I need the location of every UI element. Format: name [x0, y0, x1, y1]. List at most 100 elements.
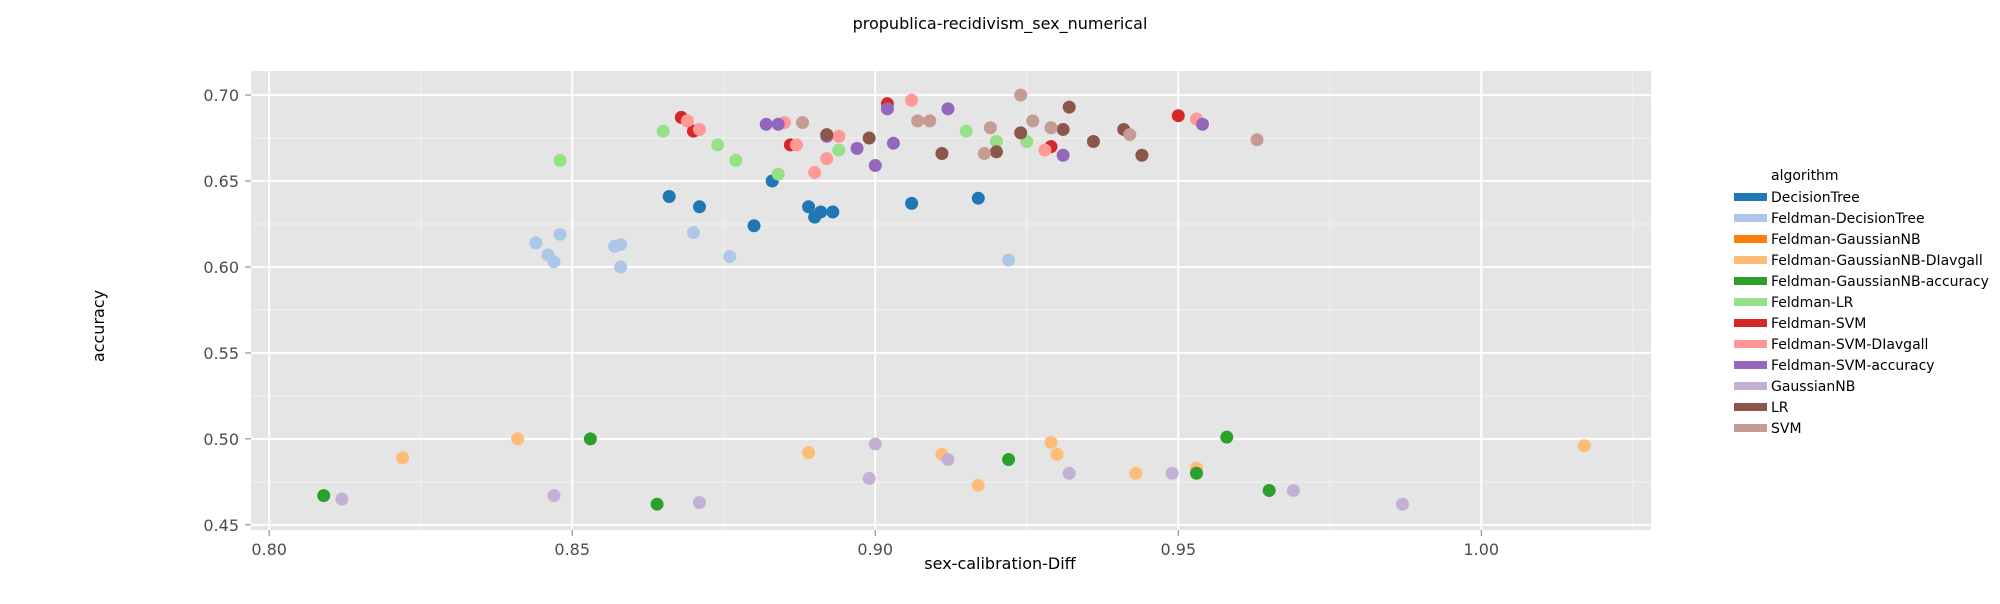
series-feldman-decisiontree	[529, 226, 1016, 274]
data-point	[971, 191, 985, 205]
data-point	[971, 478, 985, 492]
series-svm	[796, 88, 1264, 161]
x-tick-label: 1.00	[1463, 540, 1499, 559]
data-point	[941, 453, 955, 467]
data-point	[1220, 430, 1234, 444]
legend-swatch	[1734, 340, 1767, 348]
data-point	[583, 432, 597, 446]
data-point	[862, 471, 876, 485]
data-point	[614, 238, 628, 252]
legend-label: Feldman-GaussianNB-DIavgall	[1771, 253, 1983, 269]
legend-swatch	[1734, 256, 1767, 264]
y-tick-label: 0.65	[203, 172, 239, 191]
data-point	[911, 114, 925, 128]
legend-label: Feldman-DecisionTree	[1771, 211, 1925, 227]
data-point	[547, 489, 561, 503]
data-point	[989, 145, 1003, 159]
data-point	[905, 93, 919, 107]
grid-major	[251, 71, 1651, 530]
x-tick-label: 0.80	[251, 540, 287, 559]
data-point	[711, 138, 725, 152]
data-point	[1577, 439, 1591, 453]
data-point	[656, 124, 670, 138]
data-point	[759, 117, 773, 131]
data-point	[1056, 122, 1070, 136]
data-point	[820, 152, 834, 166]
data-point	[686, 226, 700, 240]
data-point	[692, 200, 706, 214]
data-point	[923, 114, 937, 128]
legend-swatch	[1734, 403, 1767, 411]
series-feldman-gaussiannb-diavgall	[396, 432, 1591, 492]
data-point	[511, 432, 525, 446]
data-point	[808, 165, 822, 179]
data-point	[1050, 447, 1064, 461]
data-point	[1056, 148, 1070, 162]
data-point	[868, 437, 882, 451]
data-point	[723, 250, 737, 264]
data-point	[1026, 114, 1040, 128]
data-point	[1171, 109, 1185, 123]
data-point	[941, 102, 955, 116]
series-feldman-svm-diavgall	[680, 93, 1203, 179]
data-point	[880, 102, 894, 116]
data-point	[862, 131, 876, 145]
legend-label: DecisionTree	[1771, 190, 1860, 206]
legend-items: DecisionTree Feldman-DecisionTree Feldman-…	[1734, 190, 1989, 437]
y-tick-label: 0.60	[203, 258, 239, 277]
legend-swatch	[1734, 382, 1767, 390]
legend-swatch	[1734, 193, 1767, 201]
data-point	[1286, 483, 1300, 497]
x-tick-label: 0.85	[554, 540, 590, 559]
data-point	[868, 159, 882, 173]
data-point	[1129, 466, 1143, 480]
legend-swatch	[1734, 361, 1767, 369]
data-point	[547, 255, 561, 269]
data-point	[1135, 148, 1149, 162]
data-point	[1123, 128, 1137, 142]
plot-background	[251, 71, 1651, 530]
data-point	[850, 141, 864, 155]
legend-label: Feldman-GaussianNB	[1771, 232, 1921, 248]
data-point	[1062, 100, 1076, 114]
x-axis-ticks: 0.80 0.85 0.90 0.95 1.00	[251, 530, 1499, 559]
series-gaussiannb	[335, 437, 1410, 511]
data-point	[832, 143, 846, 157]
legend-label: Feldman-SVM-accuracy	[1771, 358, 1935, 374]
data-point	[317, 489, 331, 503]
data-point	[796, 116, 810, 130]
y-axis-title: accuracy	[89, 290, 108, 362]
legend-swatch	[1734, 424, 1767, 432]
data-point	[1044, 435, 1058, 449]
legend-swatch	[1734, 298, 1767, 306]
data-point	[814, 205, 828, 219]
data-point	[832, 129, 846, 143]
x-tick-label: 0.95	[1160, 540, 1196, 559]
data-point	[396, 451, 410, 465]
data-point	[1014, 88, 1028, 102]
data-point	[553, 227, 567, 241]
y-tick-label: 0.50	[203, 430, 239, 449]
data-point	[729, 153, 743, 167]
y-axis-ticks: 0.45 0.50 0.55 0.60 0.65 0.70	[203, 86, 251, 535]
data-point	[529, 236, 543, 250]
data-point	[1189, 466, 1203, 480]
legend-swatch	[1734, 214, 1767, 222]
data-point	[789, 138, 803, 152]
y-tick-label: 0.55	[203, 344, 239, 363]
data-point	[1250, 133, 1264, 147]
data-point	[692, 122, 706, 136]
data-point	[802, 446, 816, 460]
legend-title: algorithm	[1771, 168, 1839, 184]
data-point	[905, 196, 919, 210]
data-point	[1062, 466, 1076, 480]
data-points	[317, 88, 1591, 511]
data-point	[771, 117, 785, 131]
data-point	[959, 124, 973, 138]
legend-label: Feldman-GaussianNB-accuracy	[1771, 274, 1989, 290]
x-axis-title: sex-calibration-Diff	[924, 554, 1076, 573]
legend-swatch	[1734, 319, 1767, 327]
data-point	[1014, 126, 1028, 140]
data-point	[1038, 143, 1052, 157]
